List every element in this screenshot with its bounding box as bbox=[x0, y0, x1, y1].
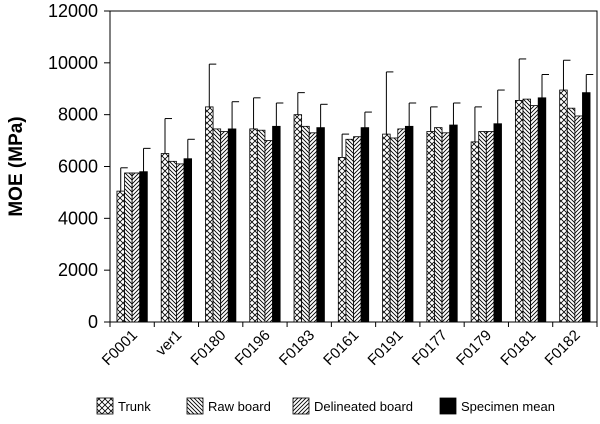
y-tick-label: 2000 bbox=[58, 260, 98, 280]
legend: Trunk Raw board Delineated board Specimen m… bbox=[96, 397, 555, 415]
y-axis-title: MOE (MPa) bbox=[6, 116, 27, 216]
x-category-label: F0179 bbox=[453, 327, 495, 369]
bar-solid-F0196 bbox=[272, 125, 281, 323]
bar-solid-F0161 bbox=[360, 127, 370, 323]
bar-back-diagonal-ver1 bbox=[168, 160, 177, 323]
bar-forward-diagonal-F0179 bbox=[485, 131, 495, 323]
bar-back-diagonal-F0181 bbox=[522, 98, 531, 323]
x-category-label: F0161 bbox=[320, 327, 362, 369]
y-tick-label: 8000 bbox=[58, 105, 98, 125]
bar-solid-ver1 bbox=[183, 158, 193, 323]
legend-swatch-solid bbox=[439, 397, 457, 415]
bar-forward-diagonal-F0181 bbox=[530, 105, 539, 323]
legend-label: Trunk bbox=[118, 399, 151, 414]
bar-solid-F0180 bbox=[227, 128, 237, 323]
legend-swatch-back-diagonal bbox=[186, 397, 204, 415]
y-tick-label: 12000 bbox=[48, 1, 98, 21]
y-tick-label: 4000 bbox=[58, 208, 98, 228]
legend-label: Raw board bbox=[208, 399, 271, 414]
bar-crosshatch-ver1 bbox=[160, 153, 170, 323]
x-category-label: F0177 bbox=[409, 327, 451, 369]
bar-crosshatch-F0191 bbox=[382, 133, 391, 323]
bar-back-diagonal-F0191 bbox=[389, 137, 399, 323]
bar-solid-F0181 bbox=[537, 97, 547, 323]
bar-forward-diagonal-F0177 bbox=[441, 132, 451, 323]
bar-solid-F0191 bbox=[404, 125, 414, 323]
x-category-label: F0181 bbox=[497, 327, 539, 369]
x-category-label: F0182 bbox=[542, 327, 584, 369]
bar-back-diagonal-F0180 bbox=[212, 128, 222, 323]
bar-crosshatch-F0181 bbox=[514, 100, 524, 323]
bar-back-diagonal-F0179 bbox=[478, 131, 487, 323]
bar-crosshatch-F0183 bbox=[293, 114, 303, 323]
bar-forward-diagonal-F0001 bbox=[131, 172, 141, 323]
bar-crosshatch-F0196 bbox=[249, 128, 258, 323]
bar-forward-diagonal-F0191 bbox=[397, 128, 406, 323]
bar-crosshatch-F0161 bbox=[337, 157, 347, 323]
legend-label: Delineated board bbox=[314, 399, 413, 414]
bar-forward-diagonal-F0180 bbox=[220, 131, 229, 323]
bar-solid-F0001 bbox=[139, 171, 148, 323]
x-category-label: F0191 bbox=[364, 327, 406, 369]
bar-forward-diagonal-ver1 bbox=[176, 163, 185, 323]
x-category-label: ver1 bbox=[153, 327, 186, 360]
bar-crosshatch-F0177 bbox=[426, 131, 435, 323]
legend-swatch-crosshatch bbox=[96, 397, 114, 415]
bar-crosshatch-F0001 bbox=[116, 190, 125, 323]
bar-back-diagonal-F0161 bbox=[345, 138, 354, 323]
bar-solid-F0177 bbox=[449, 124, 458, 323]
legend-swatch-forward-diagonal bbox=[292, 397, 310, 415]
bar-crosshatch-F0180 bbox=[205, 106, 214, 323]
bar-crosshatch-F0182 bbox=[559, 89, 568, 323]
plot-area: 0 2000 4000 6000 8000 10000 12000 MOE (MPa) F000… bbox=[6, 1, 598, 369]
x-category-label: F0196 bbox=[232, 327, 274, 369]
bar-back-diagonal-F0177 bbox=[434, 127, 443, 323]
bar-back-diagonal-F0182 bbox=[566, 107, 576, 323]
x-category-label: F0183 bbox=[276, 327, 318, 369]
y-tick-label: 0 bbox=[88, 312, 98, 332]
bar-back-diagonal-F0196 bbox=[256, 129, 266, 323]
legend-label: Specimen mean bbox=[461, 399, 555, 414]
bar-solid-F0182 bbox=[582, 92, 591, 323]
bar-forward-diagonal-F0161 bbox=[353, 136, 362, 323]
x-category-label: F0001 bbox=[99, 327, 141, 369]
y-tick-label: 10000 bbox=[48, 53, 98, 73]
bar-back-diagonal-F0001 bbox=[124, 172, 133, 323]
bar-back-diagonal-F0183 bbox=[301, 125, 310, 323]
bar-crosshatch-F0179 bbox=[470, 141, 480, 323]
bar-forward-diagonal-F0183 bbox=[308, 132, 318, 323]
bar-solid-F0179 bbox=[493, 123, 502, 323]
bar-forward-diagonal-F0182 bbox=[574, 115, 583, 323]
x-category-label: F0180 bbox=[187, 327, 229, 369]
bar-forward-diagonal-F0196 bbox=[264, 140, 273, 323]
y-tick-label: 6000 bbox=[58, 157, 98, 177]
bar-solid-F0183 bbox=[316, 127, 325, 323]
